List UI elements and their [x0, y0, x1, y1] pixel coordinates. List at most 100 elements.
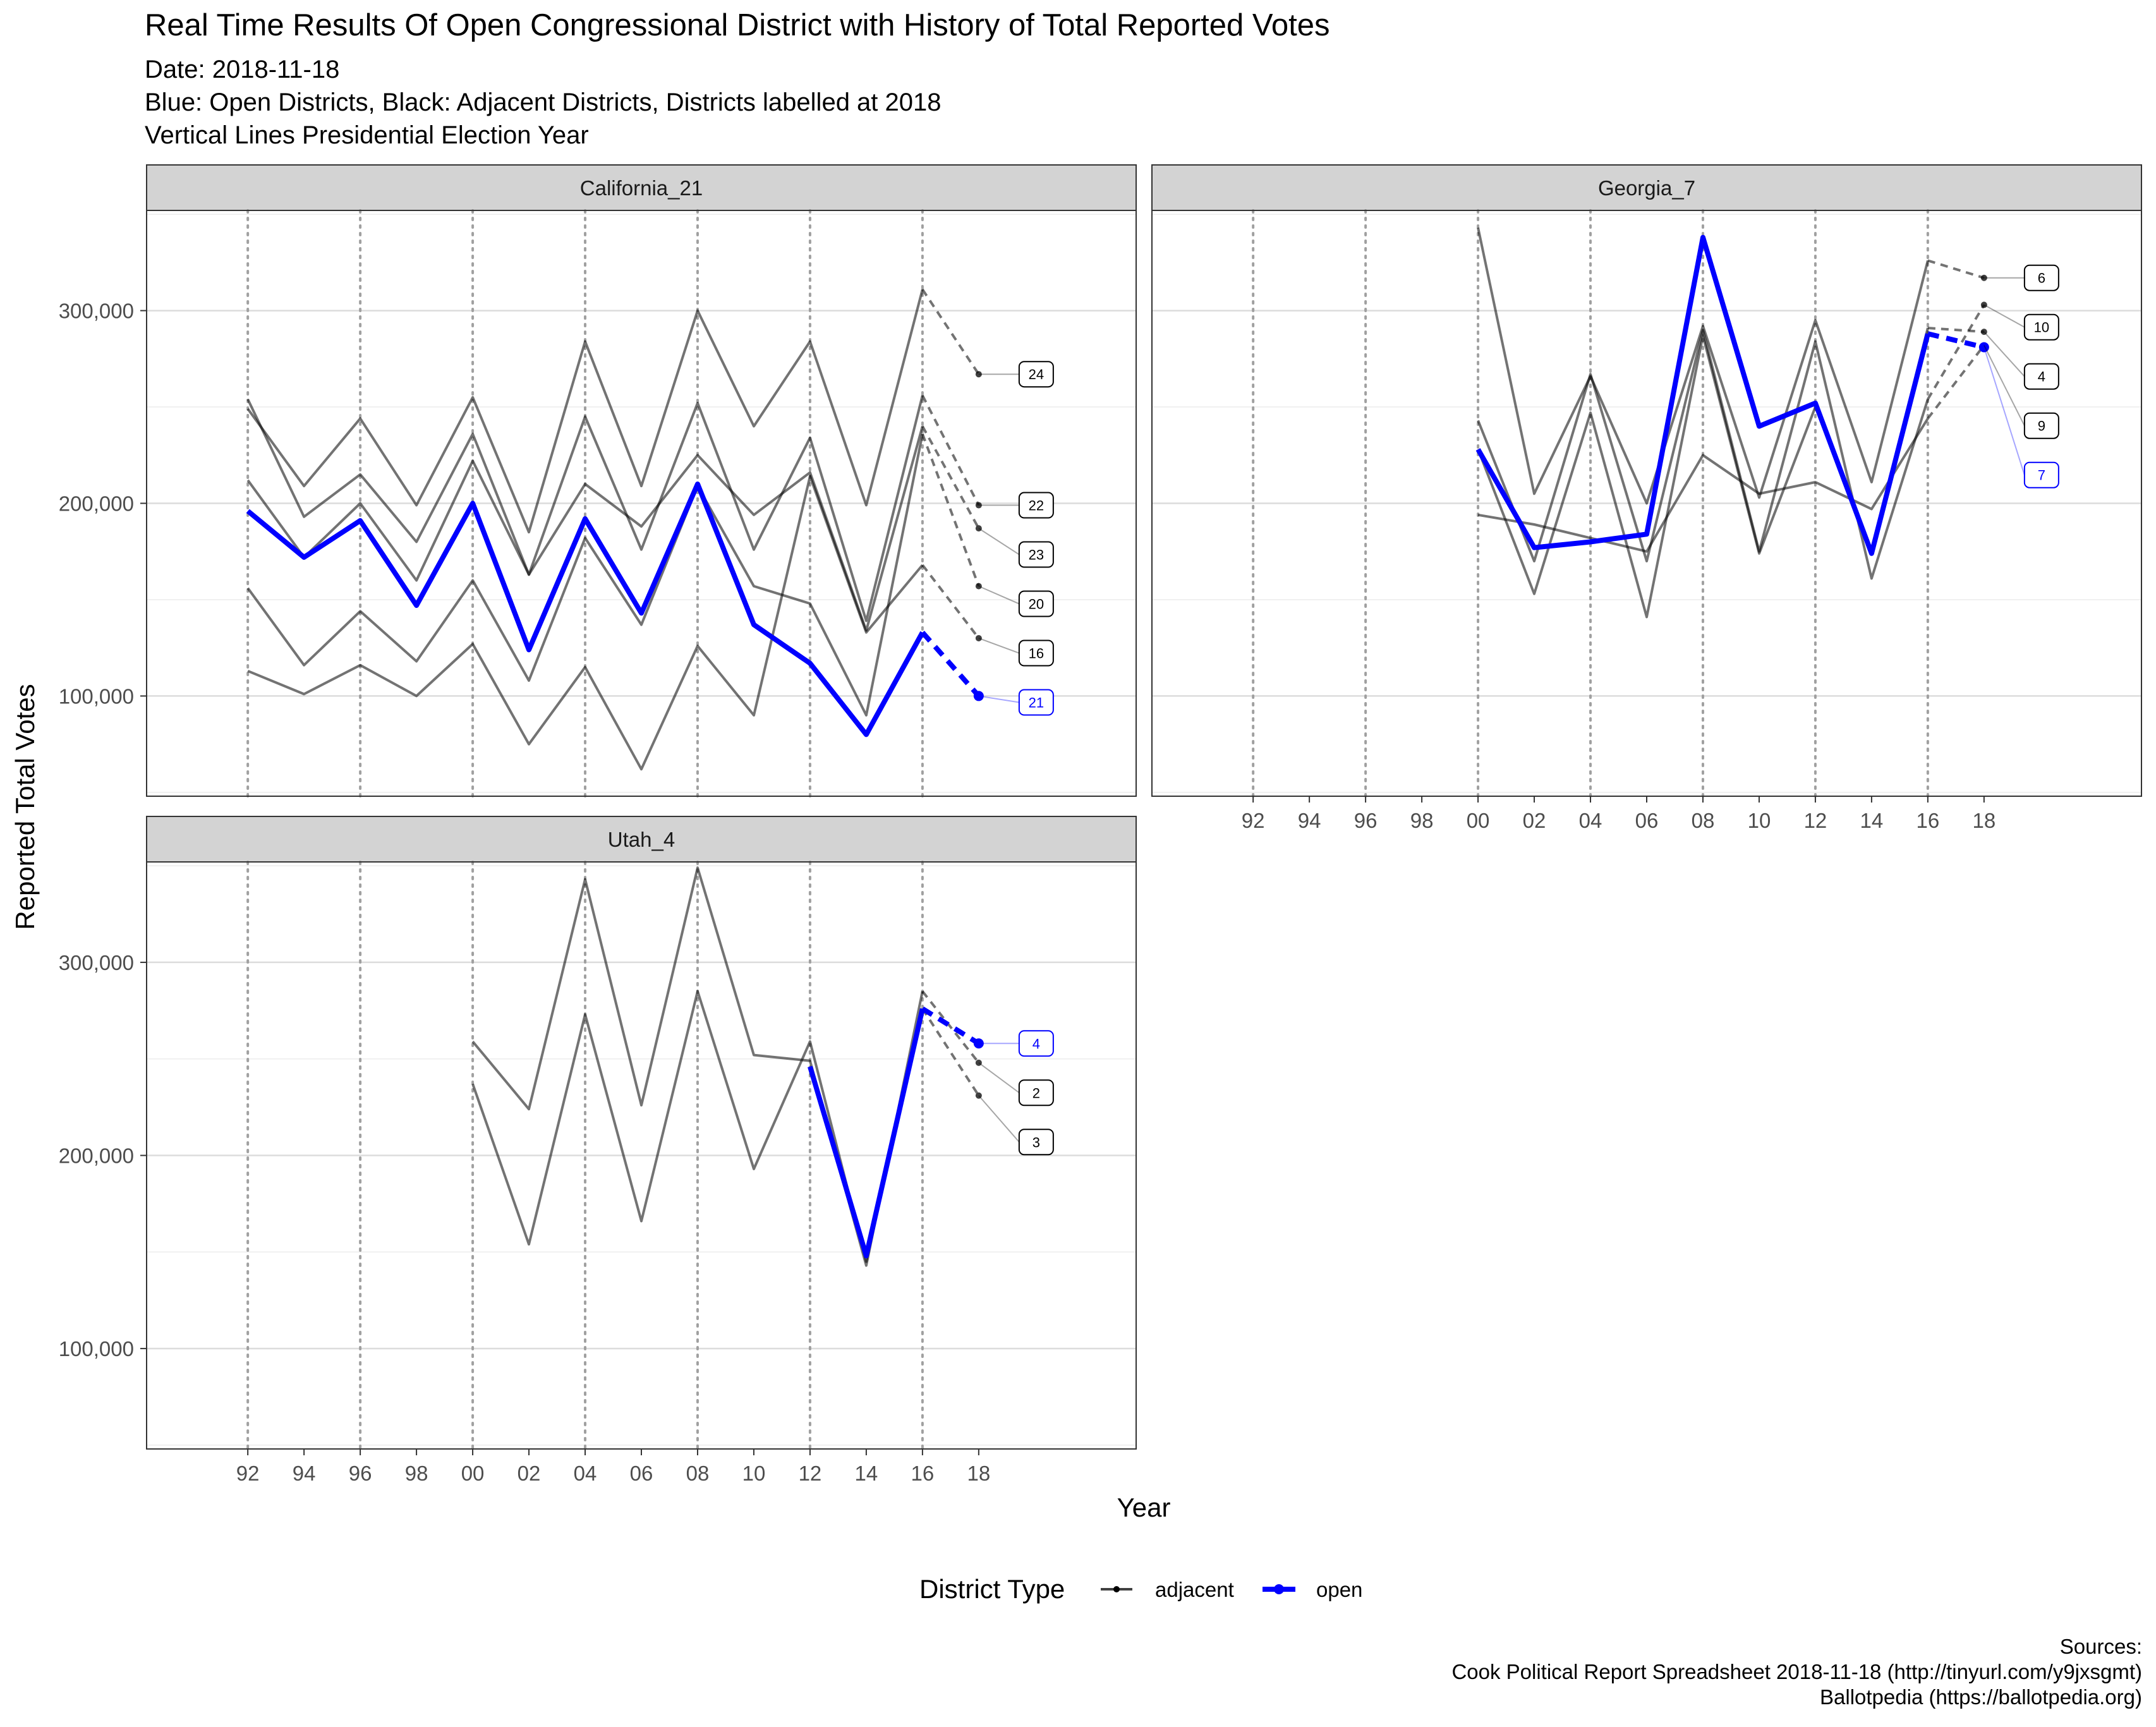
district-label-leader	[978, 585, 1020, 605]
district-label: 9	[2038, 418, 2045, 434]
y-tick-label: 200,000	[59, 492, 134, 516]
district-label: 23	[1029, 547, 1044, 563]
series-final-point-10	[1980, 301, 1987, 308]
series-final-point-4	[973, 1038, 984, 1049]
series-line-4	[808, 1008, 925, 1259]
x-tick-label: 94	[1298, 809, 1321, 832]
series-final-segment-23	[921, 425, 980, 530]
district-label-box	[1018, 492, 1054, 519]
series-final-segment-22	[921, 394, 980, 506]
district-label: 7	[2038, 468, 2045, 483]
district-label-box	[1018, 689, 1054, 716]
facet-strip	[1151, 164, 2142, 211]
district-label: 22	[1029, 498, 1044, 514]
series-final-point-2	[975, 1059, 982, 1066]
series-line-22	[246, 395, 924, 622]
x-tick-label: 18	[1973, 809, 1996, 832]
x-tick-label: 16	[911, 1462, 935, 1485]
legend-key-adjacent-point	[1113, 1586, 1120, 1592]
district-label: 2	[1033, 1085, 1040, 1101]
x-tick-label: 06	[630, 1462, 653, 1485]
series-final-segment-20	[921, 433, 980, 587]
series-final-point-21	[973, 691, 984, 701]
x-tick-label: 08	[686, 1462, 710, 1485]
caption-sources-heading: Sources:	[2059, 1635, 2142, 1658]
district-label-leader	[978, 528, 1020, 555]
x-tick-label: 12	[799, 1462, 822, 1485]
series-line-20	[246, 433, 924, 717]
district-label-leader	[1983, 345, 2025, 427]
district-label-box	[1018, 639, 1054, 667]
x-tick-label: 02	[1523, 809, 1546, 832]
series-final-segment-2	[921, 990, 980, 1064]
district-label-leader	[1983, 331, 2025, 377]
district-label-leader	[978, 695, 1020, 703]
x-tick-label: 10	[1748, 809, 1771, 832]
series-final-point-3	[975, 1092, 982, 1099]
series-final-point-20	[975, 583, 982, 590]
x-tick-label: 08	[1692, 809, 1715, 832]
series-final-point-23	[975, 525, 982, 532]
x-tick-label: 04	[574, 1462, 597, 1485]
series-final-point-16	[975, 634, 982, 641]
legend-key-open-point	[1274, 1584, 1284, 1594]
district-label: 10	[2034, 320, 2049, 336]
series-final-segment-4	[1927, 327, 1985, 334]
panel-georgia-7: Georgia_7 6 10 4 9 7 92 94 96 98 00 02 04 06 08 10 12 14 1…	[1151, 164, 2142, 832]
x-tick-label: 16	[1917, 809, 1940, 832]
district-label-leader	[1983, 347, 2025, 476]
y-tick-label: 100,000	[59, 1337, 134, 1360]
x-tick-label: 12	[1804, 809, 1827, 832]
x-tick-label: 18	[967, 1462, 991, 1485]
facet-strip-label: Georgia_7	[1598, 176, 1695, 200]
x-tick-label: 94	[293, 1462, 316, 1485]
x-tick-label: 98	[405, 1462, 428, 1485]
series-line-21	[246, 482, 925, 737]
facet-strip-label: Utah_4	[608, 828, 675, 851]
series-line-6	[1477, 227, 1929, 505]
district-label: 24	[1029, 367, 1044, 382]
series-final-segment-24	[921, 288, 980, 375]
district-label-box	[2023, 264, 2059, 291]
caption-source-ballotpedia: Ballotpedia (https://ballotpedia.org)	[1820, 1685, 2142, 1709]
district-label-box	[1018, 1079, 1054, 1106]
district-label-box	[1018, 1129, 1054, 1156]
subtitle-vline-note: Vertical Lines Presidential Election Yea…	[145, 121, 589, 149]
series-final-segment-6	[1927, 259, 1985, 279]
district-label-leader	[978, 638, 1020, 654]
series-final-point-24	[975, 371, 982, 378]
x-tick-label: 96	[349, 1462, 372, 1485]
series-final-segment-7	[1927, 331, 1985, 350]
chart-title: Real Time Results Of Open Congressional …	[145, 8, 1330, 42]
district-label-box	[1018, 541, 1054, 568]
legend-title: District Type	[919, 1574, 1065, 1604]
x-tick-label: 00	[1467, 809, 1490, 832]
y-tick-label: 100,000	[59, 684, 134, 708]
district-label: 6	[2038, 270, 2045, 286]
x-tick-label: 06	[1635, 809, 1659, 832]
x-tick-label: 00	[461, 1462, 485, 1485]
series-final-segment-4	[921, 1006, 980, 1046]
district-label-box	[2023, 313, 2059, 341]
legend: District Type adjacent open	[919, 1574, 1362, 1604]
subtitle-legend-note: Blue: Open Districts, Black: Adjacent Di…	[145, 88, 942, 116]
x-tick-label: 04	[1579, 809, 1602, 832]
series-final-point-6	[1980, 274, 1987, 281]
x-tick-label: 02	[518, 1462, 541, 1485]
y-axis-title: Reported Total Votes	[10, 684, 40, 930]
y-tick-label: 300,000	[59, 300, 134, 323]
series-line-24	[246, 289, 924, 534]
district-label: 4	[1033, 1036, 1040, 1051]
x-tick-label: 98	[1410, 809, 1434, 832]
x-tick-label: 96	[1354, 809, 1378, 832]
series-line-7	[1475, 234, 1930, 556]
series-final-point-4	[1980, 329, 1987, 336]
district-label: 21	[1029, 695, 1044, 711]
facet-strip-label: California_21	[580, 176, 703, 200]
series-final-point-7	[1978, 342, 1989, 353]
y-tick-label: 300,000	[59, 951, 134, 974]
series-line-23	[246, 425, 924, 632]
district-label-leader	[978, 1095, 1020, 1142]
district-label: 16	[1029, 646, 1044, 662]
